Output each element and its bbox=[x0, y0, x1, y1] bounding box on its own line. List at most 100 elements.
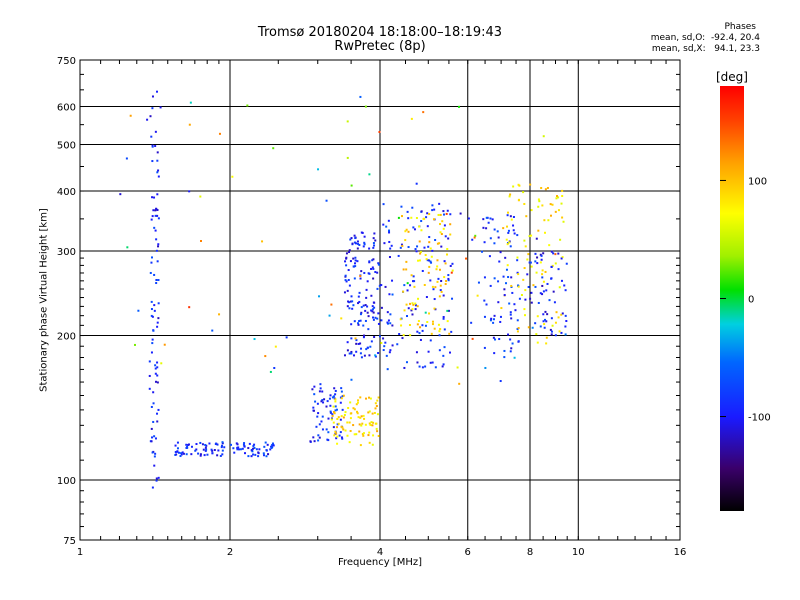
data-point bbox=[190, 453, 193, 456]
data-point bbox=[449, 351, 452, 354]
data-point bbox=[482, 218, 485, 221]
data-point bbox=[438, 295, 441, 298]
colorbar-tick-label: 0 bbox=[748, 295, 754, 306]
data-point bbox=[430, 255, 433, 258]
data-point bbox=[388, 240, 391, 243]
data-point bbox=[534, 285, 537, 288]
data-point bbox=[372, 318, 375, 321]
data-point bbox=[543, 326, 546, 329]
data-point bbox=[330, 303, 333, 306]
data-point bbox=[154, 145, 157, 148]
data-point bbox=[359, 95, 362, 98]
data-point bbox=[535, 333, 538, 336]
data-point bbox=[336, 442, 339, 445]
data-point bbox=[156, 151, 159, 154]
data-point bbox=[399, 246, 402, 249]
data-point bbox=[493, 314, 496, 317]
data-point bbox=[433, 327, 436, 330]
data-point bbox=[372, 237, 375, 240]
data-point bbox=[446, 209, 449, 212]
data-point bbox=[450, 271, 453, 274]
data-point bbox=[274, 345, 277, 348]
data-point bbox=[554, 262, 557, 265]
data-point bbox=[376, 413, 379, 416]
data-point bbox=[561, 189, 564, 192]
data-point bbox=[336, 423, 339, 426]
data-point bbox=[313, 393, 316, 396]
data-point bbox=[537, 198, 540, 201]
data-point bbox=[153, 435, 156, 438]
data-point bbox=[459, 212, 462, 215]
data-point bbox=[359, 342, 362, 345]
data-point bbox=[399, 318, 402, 321]
data-point bbox=[365, 348, 368, 351]
data-point bbox=[503, 288, 506, 291]
data-point bbox=[544, 188, 547, 191]
data-point bbox=[154, 214, 157, 217]
data-point bbox=[367, 411, 370, 414]
data-point bbox=[441, 365, 444, 368]
data-point bbox=[541, 269, 544, 272]
data-point bbox=[527, 326, 530, 329]
data-point bbox=[411, 206, 414, 209]
data-point bbox=[362, 414, 365, 417]
data-point bbox=[349, 429, 352, 432]
data-point bbox=[155, 479, 158, 482]
data-point bbox=[157, 317, 160, 320]
data-point bbox=[492, 336, 495, 339]
data-point bbox=[152, 420, 155, 423]
data-point bbox=[467, 217, 470, 220]
data-point bbox=[410, 216, 413, 219]
data-point bbox=[374, 402, 377, 405]
data-point bbox=[358, 320, 361, 323]
data-point bbox=[330, 418, 333, 421]
y-tick-label: 300 bbox=[57, 247, 76, 258]
data-point bbox=[507, 229, 510, 232]
data-point bbox=[157, 408, 160, 411]
data-point bbox=[517, 340, 520, 343]
data-point bbox=[156, 214, 159, 217]
data-point bbox=[388, 256, 391, 259]
data-point bbox=[397, 254, 400, 257]
data-point bbox=[346, 156, 349, 159]
data-point bbox=[410, 117, 413, 120]
data-point bbox=[252, 453, 255, 456]
data-point bbox=[489, 217, 492, 220]
data-point bbox=[119, 193, 122, 196]
data-point bbox=[236, 448, 239, 451]
data-point bbox=[156, 366, 159, 369]
data-point bbox=[557, 209, 560, 212]
data-point bbox=[353, 234, 356, 237]
data-point bbox=[549, 203, 552, 206]
data-point bbox=[554, 321, 557, 324]
data-point bbox=[155, 477, 158, 480]
data-point bbox=[433, 298, 436, 301]
data-point bbox=[516, 330, 519, 333]
data-point bbox=[265, 449, 268, 452]
data-point bbox=[404, 239, 407, 242]
data-point bbox=[442, 363, 445, 366]
data-point bbox=[341, 408, 344, 411]
data-point bbox=[357, 322, 360, 325]
data-point bbox=[372, 316, 375, 319]
data-point bbox=[129, 114, 132, 117]
data-point bbox=[349, 238, 352, 241]
data-point bbox=[421, 324, 424, 327]
colorbar-tick-label: -100 bbox=[748, 413, 771, 424]
data-point bbox=[555, 311, 558, 314]
data-point bbox=[358, 423, 361, 426]
data-point bbox=[513, 303, 516, 306]
data-point bbox=[389, 349, 392, 352]
data-point bbox=[503, 294, 506, 297]
data-point bbox=[550, 265, 553, 268]
data-point bbox=[413, 285, 416, 288]
data-point bbox=[341, 437, 344, 440]
data-point bbox=[344, 274, 347, 277]
data-point bbox=[512, 215, 515, 218]
data-point bbox=[151, 196, 154, 199]
data-point bbox=[354, 237, 357, 240]
data-point bbox=[441, 220, 444, 223]
data-point bbox=[377, 322, 380, 325]
data-point bbox=[316, 415, 319, 418]
data-point bbox=[411, 302, 414, 305]
